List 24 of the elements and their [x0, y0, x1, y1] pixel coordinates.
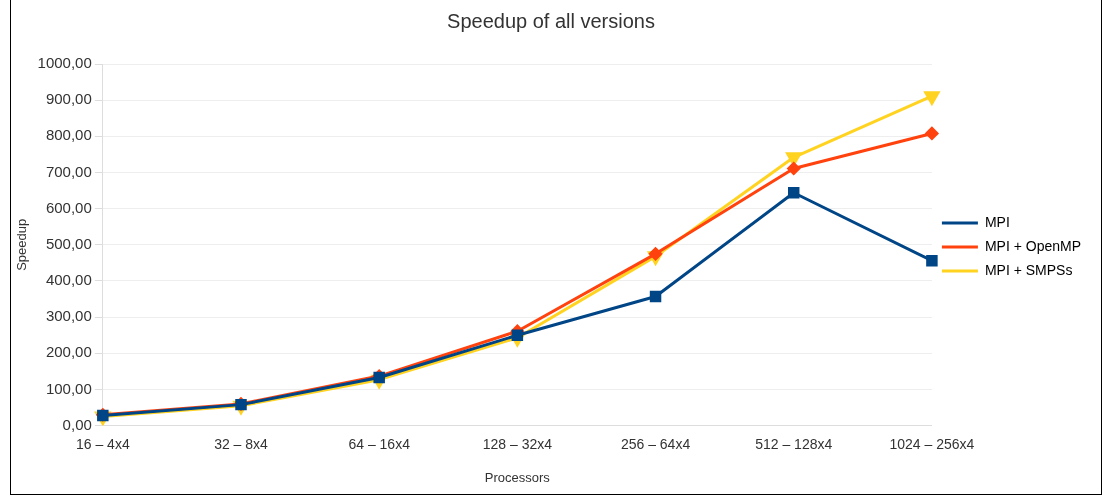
- chart-title: Speedup of all versions: [447, 9, 655, 32]
- y-tick-label: 600,00: [45, 198, 92, 216]
- y-tick-label: 300,00: [45, 307, 92, 325]
- legend-label: MPI + OpenMP: [984, 237, 1081, 254]
- y-tick-label: 1000,00: [37, 54, 92, 72]
- y-tick-label: 900,00: [45, 90, 92, 108]
- y-tick-label: 200,00: [45, 343, 92, 361]
- y-tick-label: 0,00: [62, 415, 92, 433]
- x-axis-title: Processors: [484, 469, 551, 485]
- x-tick-label: 32 – 8x4: [214, 435, 269, 452]
- x-tick-label: 16 – 4x4: [75, 435, 130, 452]
- legend-label: MPI: [984, 213, 1010, 230]
- y-tick-label: 700,00: [45, 162, 92, 180]
- y-tick-label: 800,00: [45, 126, 92, 144]
- x-tick-label: 64 – 16x4: [348, 435, 411, 452]
- x-tick-label: 128 – 32x4: [482, 435, 553, 452]
- x-tick-label: 256 – 64x4: [620, 435, 691, 452]
- legend-label: MPI + SMPSs: [984, 261, 1073, 278]
- y-axis-title: Speedup: [14, 218, 30, 271]
- y-tick-label: 400,00: [45, 271, 92, 289]
- x-tick-label: 1024 – 256x4: [889, 435, 975, 452]
- y-tick-label: 500,00: [45, 234, 92, 252]
- x-tick-label: 512 – 128x4: [755, 435, 833, 452]
- y-tick-label: 100,00: [45, 379, 92, 397]
